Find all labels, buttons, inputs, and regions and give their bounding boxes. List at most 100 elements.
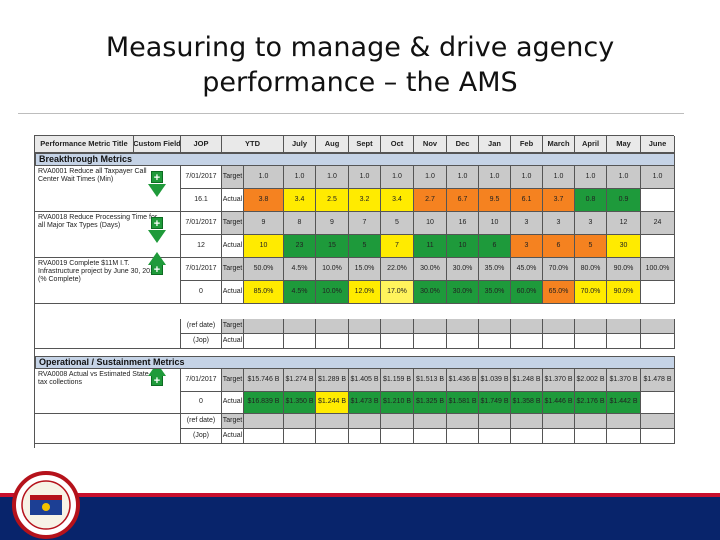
column-header: Oct bbox=[381, 136, 414, 153]
actual-value bbox=[511, 334, 543, 349]
target-label: Target bbox=[222, 258, 244, 281]
actual-value: 11 bbox=[414, 235, 447, 258]
actual-value: 3.4 bbox=[284, 189, 316, 212]
target-value bbox=[543, 319, 575, 334]
target-value bbox=[414, 414, 447, 429]
add-plus-icon[interactable]: + bbox=[151, 217, 163, 230]
actual-value: 6.1 bbox=[511, 189, 543, 212]
actual-label: Actual bbox=[222, 189, 244, 212]
target-value: $1.289 B bbox=[316, 369, 349, 392]
jop-actual-value: 0 bbox=[181, 281, 222, 304]
column-header: JOP bbox=[181, 136, 222, 153]
actual-value: $1.325 B bbox=[414, 391, 447, 414]
target-value bbox=[381, 319, 414, 334]
target-label: Target bbox=[222, 166, 244, 189]
target-value: 4.5% bbox=[284, 258, 316, 281]
target-value: 3 bbox=[543, 212, 575, 235]
actual-value bbox=[543, 334, 575, 349]
actual-value: 3.8 bbox=[244, 189, 284, 212]
actual-value: 23 bbox=[284, 235, 316, 258]
target-value bbox=[575, 414, 607, 429]
actual-value: $1.244 B bbox=[316, 391, 349, 414]
column-header: March bbox=[543, 136, 575, 153]
actual-value: $1.350 B bbox=[284, 391, 316, 414]
target-value: $1.478 B bbox=[641, 369, 675, 392]
actual-value bbox=[479, 429, 511, 444]
actual-value bbox=[284, 429, 316, 444]
actual-value bbox=[381, 334, 414, 349]
target-value: 1.0 bbox=[479, 166, 511, 189]
target-value: $1.248 B bbox=[511, 369, 543, 392]
column-header: Jan bbox=[479, 136, 511, 153]
actual-value: 4.5% bbox=[284, 281, 316, 304]
target-value: 10.0% bbox=[316, 258, 349, 281]
target-value bbox=[607, 414, 641, 429]
actual-value: 7 bbox=[381, 235, 414, 258]
ams-metrics-table: Performance Metric Title Custom Field JOP Y… bbox=[34, 135, 675, 448]
actual-label: Actual bbox=[222, 334, 244, 349]
actual-value: $1.210 B bbox=[381, 391, 414, 414]
target-value bbox=[381, 414, 414, 429]
target-value: 5 bbox=[381, 212, 414, 235]
column-header: Feb bbox=[511, 136, 543, 153]
actual-value: 60.0% bbox=[511, 281, 543, 304]
target-label: Target bbox=[222, 414, 244, 429]
target-value: 10 bbox=[414, 212, 447, 235]
actual-value: 10.0% bbox=[316, 281, 349, 304]
target-label: Target bbox=[222, 212, 244, 235]
target-value bbox=[511, 319, 543, 334]
target-value: 1.0 bbox=[381, 166, 414, 189]
target-value: 1.0 bbox=[244, 166, 284, 189]
actual-value: 0.9 bbox=[607, 189, 641, 212]
target-value bbox=[284, 414, 316, 429]
title-line-2: performance – the AMS bbox=[202, 67, 518, 98]
target-value: 9 bbox=[244, 212, 284, 235]
target-value: 35.0% bbox=[479, 258, 511, 281]
target-value: $1.370 B bbox=[543, 369, 575, 392]
target-value: 1.0 bbox=[447, 166, 479, 189]
jop-actual-value: 16.1 bbox=[181, 189, 222, 212]
column-header: Sept bbox=[349, 136, 381, 153]
target-value bbox=[543, 414, 575, 429]
target-value: 1.0 bbox=[511, 166, 543, 189]
actual-value bbox=[479, 334, 511, 349]
actual-value: 9.5 bbox=[479, 189, 511, 212]
target-value: 15.0% bbox=[349, 258, 381, 281]
actual-value: 85.0% bbox=[244, 281, 284, 304]
actual-value: 12.0% bbox=[349, 281, 381, 304]
actual-value bbox=[414, 334, 447, 349]
actual-value bbox=[641, 334, 675, 349]
footer-stripe bbox=[0, 493, 720, 497]
actual-value bbox=[244, 334, 284, 349]
actual-value: 15 bbox=[316, 235, 349, 258]
add-plus-icon[interactable]: + bbox=[151, 171, 163, 184]
actual-value: 6 bbox=[543, 235, 575, 258]
actual-value: $1.446 B bbox=[543, 391, 575, 414]
target-value bbox=[244, 414, 284, 429]
jop-actual-value: (Jop) bbox=[181, 429, 222, 444]
target-value bbox=[447, 319, 479, 334]
add-plus-icon[interactable]: + bbox=[151, 263, 163, 276]
target-value: 1.0 bbox=[414, 166, 447, 189]
actual-value bbox=[316, 429, 349, 444]
actual-value: 30 bbox=[607, 235, 641, 258]
actual-value: 2.7 bbox=[414, 189, 447, 212]
target-value: 45.0% bbox=[511, 258, 543, 281]
target-value: 22.0% bbox=[381, 258, 414, 281]
target-value bbox=[349, 414, 381, 429]
actual-value bbox=[381, 429, 414, 444]
metric-description bbox=[35, 414, 181, 444]
column-header: Custom Field bbox=[134, 136, 181, 153]
jop-target-date: (ref date) bbox=[181, 319, 222, 334]
actual-value bbox=[244, 429, 284, 444]
target-value bbox=[349, 319, 381, 334]
actual-value bbox=[641, 391, 675, 414]
breakthrough-section-header: Breakthrough Metrics bbox=[35, 153, 675, 166]
actual-value bbox=[349, 334, 381, 349]
actual-value bbox=[641, 189, 675, 212]
actual-value: 3.7 bbox=[543, 189, 575, 212]
actual-value bbox=[607, 334, 641, 349]
column-header: July bbox=[284, 136, 316, 153]
target-value: 30.0% bbox=[447, 258, 479, 281]
target-value bbox=[316, 319, 349, 334]
